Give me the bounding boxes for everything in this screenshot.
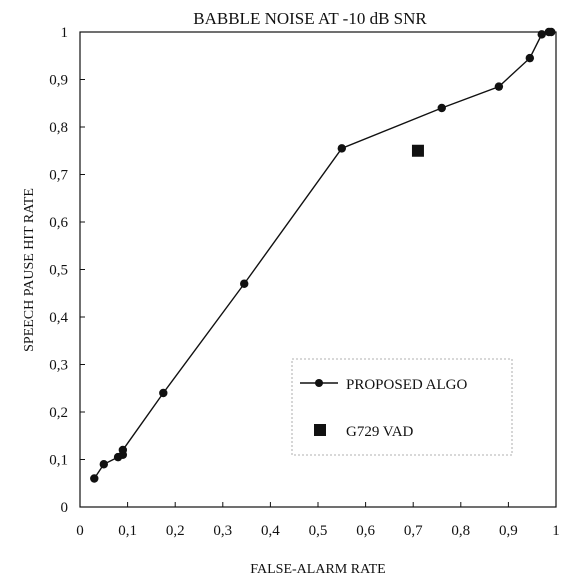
y-tick-label: 0,7	[49, 168, 68, 184]
chart-title: BABBLE NOISE AT -10 dB SNR	[193, 9, 427, 28]
x-tick-label: 0,4	[261, 523, 280, 539]
data-point-proposed	[337, 144, 346, 153]
y-tick-label: 0,1	[49, 453, 68, 469]
x-tick-label: 1	[552, 523, 560, 539]
x-tick-label: 0,5	[309, 523, 328, 539]
y-tick-label: 0,4	[49, 310, 68, 326]
legend-label-proposed: PROPOSED ALGO	[346, 377, 467, 393]
data-point-proposed	[90, 474, 99, 483]
data-point-g729	[411, 144, 424, 157]
data-point-proposed	[537, 30, 546, 39]
data-point-proposed	[525, 53, 535, 63]
y-tick-label: 0,8	[49, 120, 68, 136]
x-tick-label: 0,9	[499, 523, 518, 539]
x-tick-label: 0,7	[404, 523, 423, 539]
x-tick-label: 0,3	[213, 523, 232, 539]
data-point-proposed	[99, 460, 109, 469]
data-point-proposed	[118, 445, 128, 455]
legend: PROPOSED ALGO G729 VAD	[291, 358, 513, 456]
x-tick-label: 0,1	[118, 523, 137, 539]
y-tick-label: 0	[61, 500, 69, 516]
y-tick-label: 0,9	[49, 73, 68, 89]
data-point-proposed	[494, 82, 504, 91]
series-layer	[90, 27, 556, 483]
data-point-proposed	[240, 279, 249, 288]
legend-marker-proposed	[315, 379, 323, 387]
data-point-proposed	[547, 27, 556, 37]
y-tick-label: 0,6	[49, 215, 68, 231]
legend-label-g729: G729 VAD	[346, 424, 414, 440]
data-point-proposed	[159, 388, 168, 398]
y-tick-label: 0,5	[49, 263, 68, 279]
y-tick-label: 1	[61, 25, 69, 41]
x-axis-label: FALSE-ALARM RATE	[250, 562, 385, 577]
legend-marker-g729	[314, 424, 326, 436]
y-tick-label: 0,2	[49, 405, 68, 421]
data-point-proposed	[437, 103, 446, 113]
legend-frame	[291, 358, 513, 456]
x-tick-label: 0,8	[451, 523, 470, 539]
x-axis-ticks: 0 0,1 0,2 0,3 0,4 0,5 0,6 0,7 0,8 0,9 1	[76, 502, 560, 539]
x-tick-label: 0,6	[356, 523, 375, 539]
y-axis-ticks: 0 0,1 0,2 0,3 0,4 0,5 0,6 0,7 0,8 0,9 1	[49, 25, 85, 516]
y-axis-label: SPEECH PAUSE HIT RATE	[22, 188, 37, 352]
x-tick-label: 0	[76, 523, 84, 539]
y-tick-label: 0,3	[49, 358, 68, 374]
x-tick-label: 0,2	[166, 523, 185, 539]
